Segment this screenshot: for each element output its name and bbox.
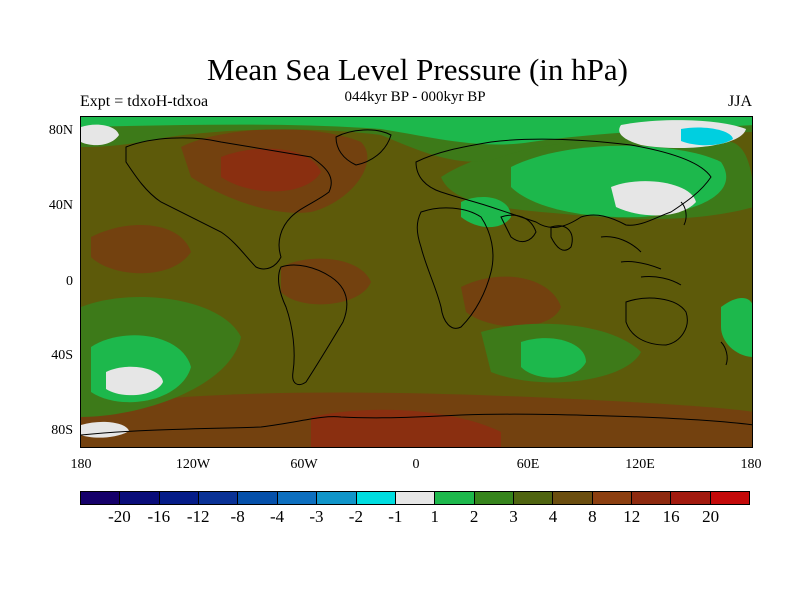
colorbar-label: -16: [147, 507, 171, 526]
pressure-field: [81, 117, 752, 447]
lon-tick-120e: 120E: [625, 457, 655, 472]
colorbar-box: [81, 492, 121, 504]
lat-tick-0: 0: [66, 274, 73, 289]
lon-tick-60e: 60E: [516, 457, 540, 472]
arctic-green: [81, 117, 752, 145]
colorbar-box: [592, 492, 633, 504]
colorbar-box: [277, 492, 318, 504]
east-pacific-green: [721, 298, 752, 357]
colorbar-box: [238, 492, 278, 504]
colorbar-label: 3: [509, 507, 518, 526]
season-label: JJA: [727, 93, 752, 110]
colorbar-box: [356, 492, 396, 504]
colorbar-label: 8: [588, 507, 597, 526]
colorbar-label: 1: [430, 507, 439, 526]
atlantic-high: [281, 258, 371, 305]
colorbar-box: [474, 492, 514, 504]
colorbar-label: -8: [230, 507, 245, 526]
map-panel: [80, 116, 753, 448]
colorbar-box: [435, 492, 475, 504]
colorbar-label: 20: [702, 507, 720, 526]
colorbar-box: [159, 492, 200, 504]
lon-tick-180e: 180: [740, 457, 762, 472]
experiment-label: Expt = tdxoH-tdxoa: [80, 93, 209, 110]
greenland-white: [81, 124, 119, 146]
colorbar-label: 16: [662, 507, 680, 526]
map-subtitle: 044kyr BP - 000kyr BP: [344, 89, 486, 105]
lat-tick-80n: 80N: [48, 123, 73, 138]
colorbar-box: [632, 492, 672, 504]
lat-tick-40n: 40N: [48, 198, 73, 213]
pacific-white: [106, 366, 163, 396]
antarctic-core: [311, 409, 501, 447]
coastlines: [81, 129, 752, 436]
indian-green: [521, 338, 586, 378]
arctic-cyan: [681, 127, 733, 146]
colorbar-box: [710, 492, 750, 504]
north-america-core: [221, 148, 321, 192]
colorbar-box: [317, 492, 357, 504]
lon-tick-120w: 120W: [175, 457, 211, 472]
colorbar-box: [395, 492, 436, 504]
lon-tick-180w: 180: [70, 457, 92, 472]
siberia-white: [611, 181, 696, 216]
lat-tick-80s: 80S: [51, 423, 73, 438]
colorbar-label: 12: [623, 507, 641, 526]
colorbar-label: 2: [469, 507, 479, 526]
colorbar-label: -2: [348, 507, 363, 526]
colorbar-label: -1: [388, 507, 403, 526]
colorbar-box: [513, 492, 554, 504]
colorbar-box: [553, 492, 593, 504]
pacific-high: [91, 225, 191, 274]
colorbar-label: -12: [186, 507, 210, 526]
colorbar-box: [671, 492, 711, 504]
colorbar-label: -4: [269, 507, 285, 526]
west-africa-green: [461, 197, 511, 228]
colorbar-label: 4: [548, 507, 558, 526]
colorbar-label: -20: [108, 507, 131, 526]
colorbar: [80, 491, 750, 505]
colorbar-box: [199, 492, 239, 504]
map-title: Mean Sea Level Pressure (in hPa): [207, 52, 628, 87]
lon-tick-60w: 60W: [290, 457, 318, 472]
lon-tick-0: 0: [412, 457, 420, 472]
colorbar-label: -3: [309, 507, 324, 526]
colorbar-box: [120, 492, 160, 504]
lat-tick-40s: 40S: [51, 348, 73, 363]
